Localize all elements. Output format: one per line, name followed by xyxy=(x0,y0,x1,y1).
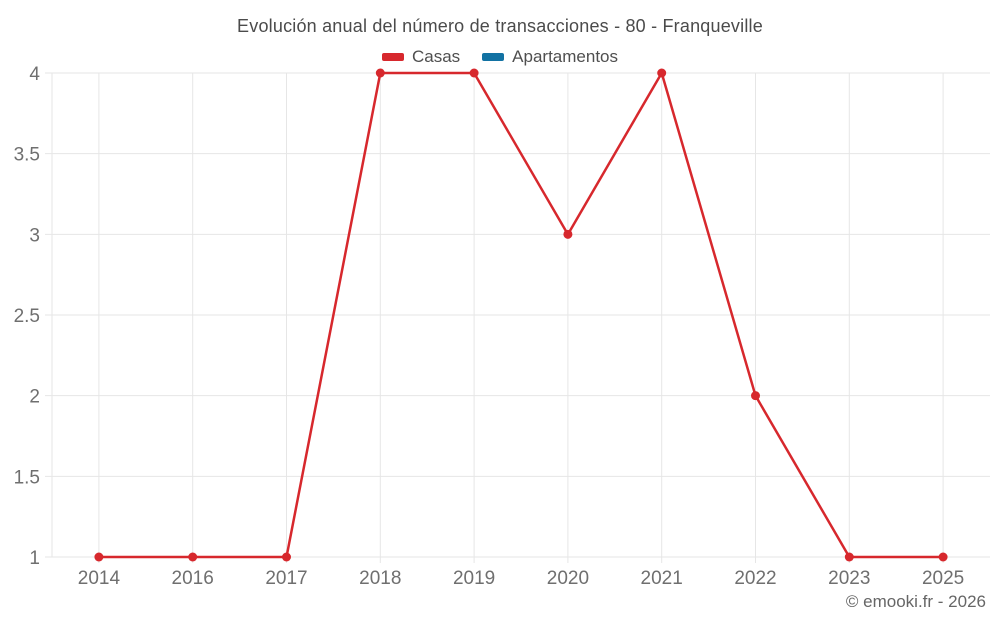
data-point xyxy=(657,68,667,78)
data-point xyxy=(938,552,948,562)
y-tick-label: 1.5 xyxy=(14,467,40,488)
legend-label-casas: Casas xyxy=(411,47,461,66)
x-tick-label: 2016 xyxy=(172,568,214,589)
legend-item-casas[interactable]: Casas xyxy=(381,47,461,67)
x-tick-label: 2025 xyxy=(922,568,964,589)
data-point xyxy=(563,229,573,239)
x-tick-label: 2021 xyxy=(641,568,683,589)
data-point xyxy=(282,552,291,562)
data-point xyxy=(844,552,854,562)
x-tick-label: 2014 xyxy=(78,568,121,589)
x-tick-label: 2020 xyxy=(547,568,589,589)
y-tick-label: 3.5 xyxy=(14,145,40,166)
chart-legend: Casas Apartamentos xyxy=(0,47,1000,67)
y-tick-label: 2 xyxy=(29,387,40,408)
x-tick-label: 2023 xyxy=(828,568,870,589)
y-tick-label: 1 xyxy=(29,548,40,569)
apartamentos-swatch-icon xyxy=(482,53,505,61)
data-point xyxy=(188,552,198,562)
casas-swatch-icon xyxy=(381,53,404,61)
legend-label-apartamentos: Apartamentos xyxy=(512,47,619,66)
y-tick-label: 4 xyxy=(29,64,40,85)
chart-title: Evolución anual del número de transaccio… xyxy=(237,16,763,36)
data-point xyxy=(94,552,104,562)
x-tick-label: 2017 xyxy=(265,568,307,589)
y-tick-label: 3 xyxy=(29,225,40,246)
x-tick-label: 2022 xyxy=(734,568,776,589)
legend-item-apartamentos[interactable]: Apartamentos xyxy=(482,47,618,67)
data-point xyxy=(751,391,760,401)
y-tick-label: 2.5 xyxy=(14,306,40,327)
data-point xyxy=(375,68,385,78)
copyright-footer: © emooki.fr - 2026 xyxy=(845,592,986,611)
data-point xyxy=(469,68,479,78)
series-line xyxy=(97,71,945,559)
x-tick-label: 2018 xyxy=(359,568,401,589)
x-tick-label: 2019 xyxy=(453,568,495,589)
